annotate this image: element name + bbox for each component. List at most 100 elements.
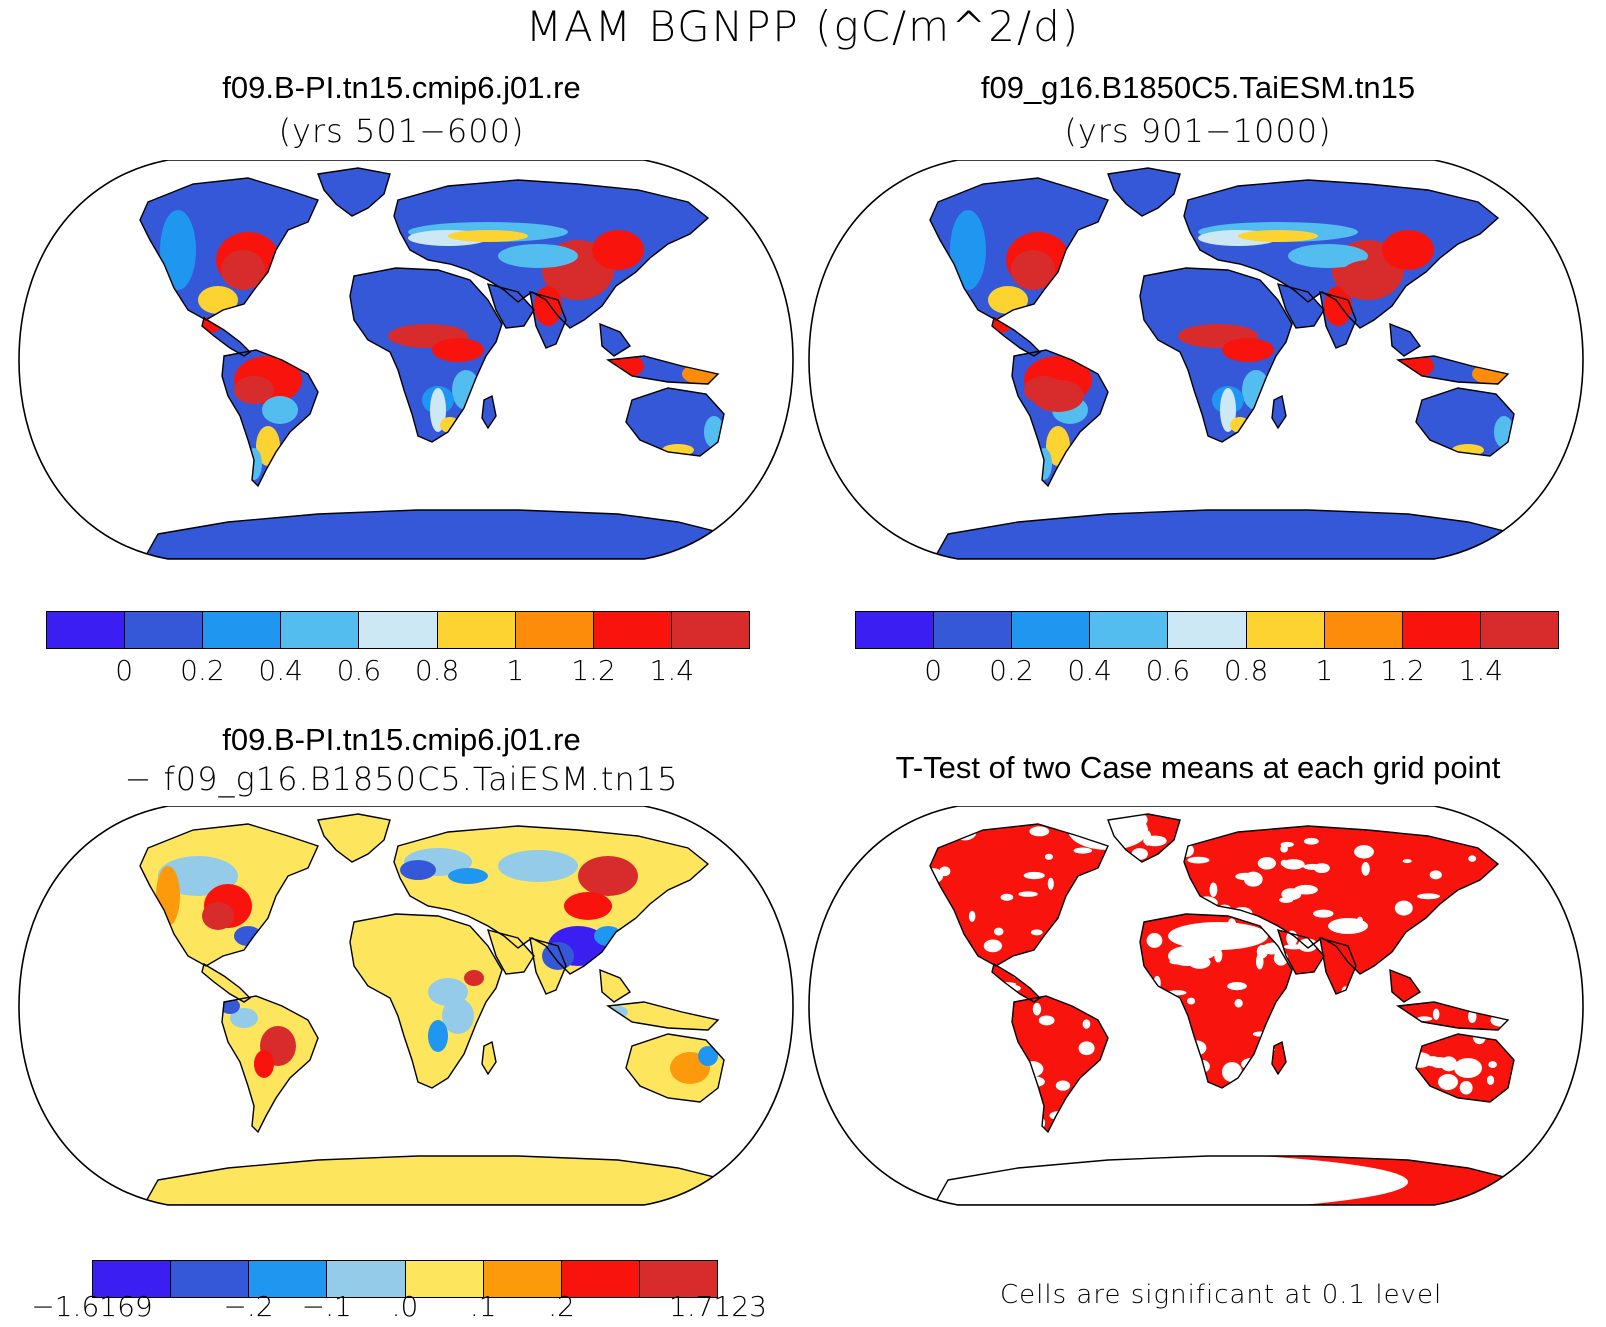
value-region	[234, 376, 274, 404]
coastline	[929, 823, 1109, 967]
nonsignificant-cell	[1468, 855, 1477, 862]
value-region	[464, 970, 484, 986]
mean-tick-label: 0.6	[1145, 654, 1191, 687]
value-region	[202, 902, 234, 930]
value-region	[498, 850, 578, 882]
mean-swatch	[47, 612, 126, 648]
coastline	[625, 1033, 725, 1103]
value-region	[950, 210, 986, 290]
nonsignificant-cell	[1294, 884, 1318, 895]
diff-tick-label: −.2	[223, 1290, 274, 1323]
coastline	[932, 1155, 1530, 1205]
coastline	[606, 355, 720, 385]
coastline	[486, 282, 535, 329]
diff-swatch	[171, 1261, 250, 1297]
value-region	[221, 250, 265, 290]
diff-swatch	[483, 1261, 562, 1297]
panel2-subtitle: (yrs 901−1000)	[1064, 112, 1332, 150]
value-region	[448, 230, 528, 242]
mean-tick-label: 1.4	[1458, 654, 1504, 687]
nonsignificant-cell	[1402, 859, 1412, 864]
nonsignificant-cell	[1527, 840, 1528, 846]
nonsignificant-cell	[1539, 812, 1547, 824]
diff-tick-label: .0	[391, 1290, 419, 1323]
coastline	[221, 349, 319, 488]
coastline	[1271, 394, 1287, 430]
nonsignificant-cell	[1234, 998, 1243, 1008]
colorbar-mean-1	[46, 611, 750, 649]
colorbar-ticks-diff: −1.6169 −.2 −.1 .0 .1 .2 1.7123	[31, 1290, 767, 1326]
coastline	[486, 928, 535, 975]
nonsignificant-cell	[1018, 891, 1038, 897]
value-region	[1288, 244, 1368, 268]
value-region	[1238, 230, 1318, 242]
nonsignificant-cell	[1454, 1058, 1482, 1078]
value-region	[432, 338, 484, 362]
nonsignificant-cell	[1488, 1061, 1497, 1069]
nonsignificant-cell	[1078, 1041, 1095, 1056]
mean-swatch	[1168, 612, 1247, 648]
nonsignificant-cell	[968, 910, 976, 922]
panel4-title: T-Test of two Case means at each grid po…	[895, 750, 1501, 785]
mean-swatch	[1090, 612, 1169, 648]
mean-swatch	[593, 612, 672, 648]
coastline	[599, 968, 632, 1003]
mean-swatch	[856, 612, 935, 648]
nonsignificant-cell	[1214, 947, 1223, 963]
nonsignificant-cell	[1361, 861, 1370, 876]
coastline	[1139, 267, 1293, 443]
coastline	[625, 387, 725, 457]
coastline	[1107, 813, 1181, 863]
value-region	[534, 286, 562, 326]
nonsignificant-cell	[1168, 946, 1208, 966]
coastline	[481, 394, 497, 430]
coastline	[1276, 928, 1325, 975]
mean-swatch	[671, 612, 749, 648]
value-region	[1382, 230, 1434, 270]
diff-tick-label: .1	[469, 1290, 497, 1323]
coastline	[1107, 167, 1181, 217]
figure-title: MAM BGNPP (gC/m^2/d)	[525, 2, 1081, 51]
panel3-title: f09.B-PI.tn15.cmip6.j01.re	[222, 722, 581, 757]
map-frame	[808, 806, 1584, 1206]
nonsignificant-cell	[1038, 1015, 1055, 1026]
nonsignificant-cell	[1168, 922, 1268, 950]
colorbar-ticks-2: 0 0.2 0.4 0.6 0.8 1 1.2 1.4	[855, 654, 1559, 690]
colorbar-mean-2	[855, 611, 1559, 649]
nonsignificant-cell	[1029, 826, 1050, 837]
coastline	[317, 167, 391, 217]
coastline	[529, 291, 567, 349]
nonsignificant-cell	[1257, 857, 1276, 870]
map-panel-1	[18, 160, 794, 560]
coastline	[1389, 322, 1422, 357]
value-region	[988, 286, 1028, 314]
nonsignificant-cell	[1146, 933, 1163, 948]
coastline	[139, 177, 319, 321]
nonsignificant-cell	[1073, 847, 1092, 854]
nonsignificant-cell	[1209, 882, 1218, 898]
nonsignificant-cell	[1459, 1081, 1473, 1095]
mean-swatch	[1012, 612, 1091, 648]
mean-tick-label: 0.8	[414, 654, 460, 687]
nonsignificant-cell	[1303, 863, 1322, 870]
nonsignificant-cell	[832, 1135, 849, 1142]
value-region	[564, 892, 612, 920]
coastline	[929, 177, 1109, 321]
coastline	[599, 322, 632, 357]
nonsignificant-cell	[1082, 1019, 1091, 1029]
mean-swatch	[1402, 612, 1481, 648]
mean-tick-label: 0.4	[258, 654, 303, 687]
coastline	[221, 995, 319, 1134]
map-frame	[808, 160, 1584, 560]
value-region	[1032, 380, 1084, 412]
nonsignificant-cell	[1280, 859, 1288, 867]
coastline	[1396, 1001, 1510, 1031]
diff-tick-label: .2	[548, 1290, 575, 1323]
value-region	[262, 396, 298, 424]
significance-note: Cells are significant at 0.1 level	[1000, 1280, 1443, 1310]
value-region	[400, 860, 436, 880]
diff-tick-label: −.1	[301, 1290, 352, 1323]
coastline	[1011, 349, 1109, 488]
diff-tick-label: −1.6169	[31, 1290, 153, 1323]
value-region	[448, 868, 488, 884]
